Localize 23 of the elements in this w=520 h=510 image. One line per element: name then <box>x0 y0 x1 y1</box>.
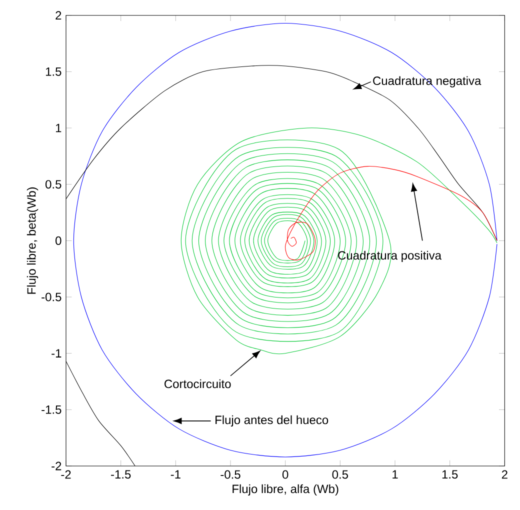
x-tick-label: 0.5 <box>332 470 348 479</box>
y-tick-label: 1 <box>56 124 62 132</box>
y-tick-label: 2 <box>56 11 62 20</box>
x-tick-label: 1 <box>392 470 398 479</box>
y-tick-label: -1 <box>52 349 62 358</box>
x-tick-label: -0.5 <box>220 470 240 479</box>
annotation: Cortocircuito <box>164 379 231 388</box>
y-tick-label: -0.5 <box>42 292 62 302</box>
y-tick-label: 0.5 <box>46 180 62 189</box>
annotation: Flujo antes del hueco <box>216 415 328 427</box>
line-series <box>285 166 498 260</box>
y-tick-label: 1.5 <box>46 67 62 76</box>
x-tick-label: -1.5 <box>111 470 131 479</box>
y-axis-title: Flujo libre, beta(Wb) <box>26 187 38 294</box>
y-tick-label: 0 <box>56 236 62 245</box>
x-tick-label: 2 <box>502 470 508 479</box>
y-tick-label: -2 <box>52 462 62 470</box>
x-tick-label: -1 <box>170 470 180 479</box>
x-tick-label: 0 <box>282 470 288 479</box>
x-tick-label: 1.5 <box>442 470 458 479</box>
x-axis-title: Flujo libre, alfa (Wb) <box>232 484 338 496</box>
x-tick-label: -2 <box>61 470 71 479</box>
y-tick-label: -1.5 <box>42 405 62 414</box>
